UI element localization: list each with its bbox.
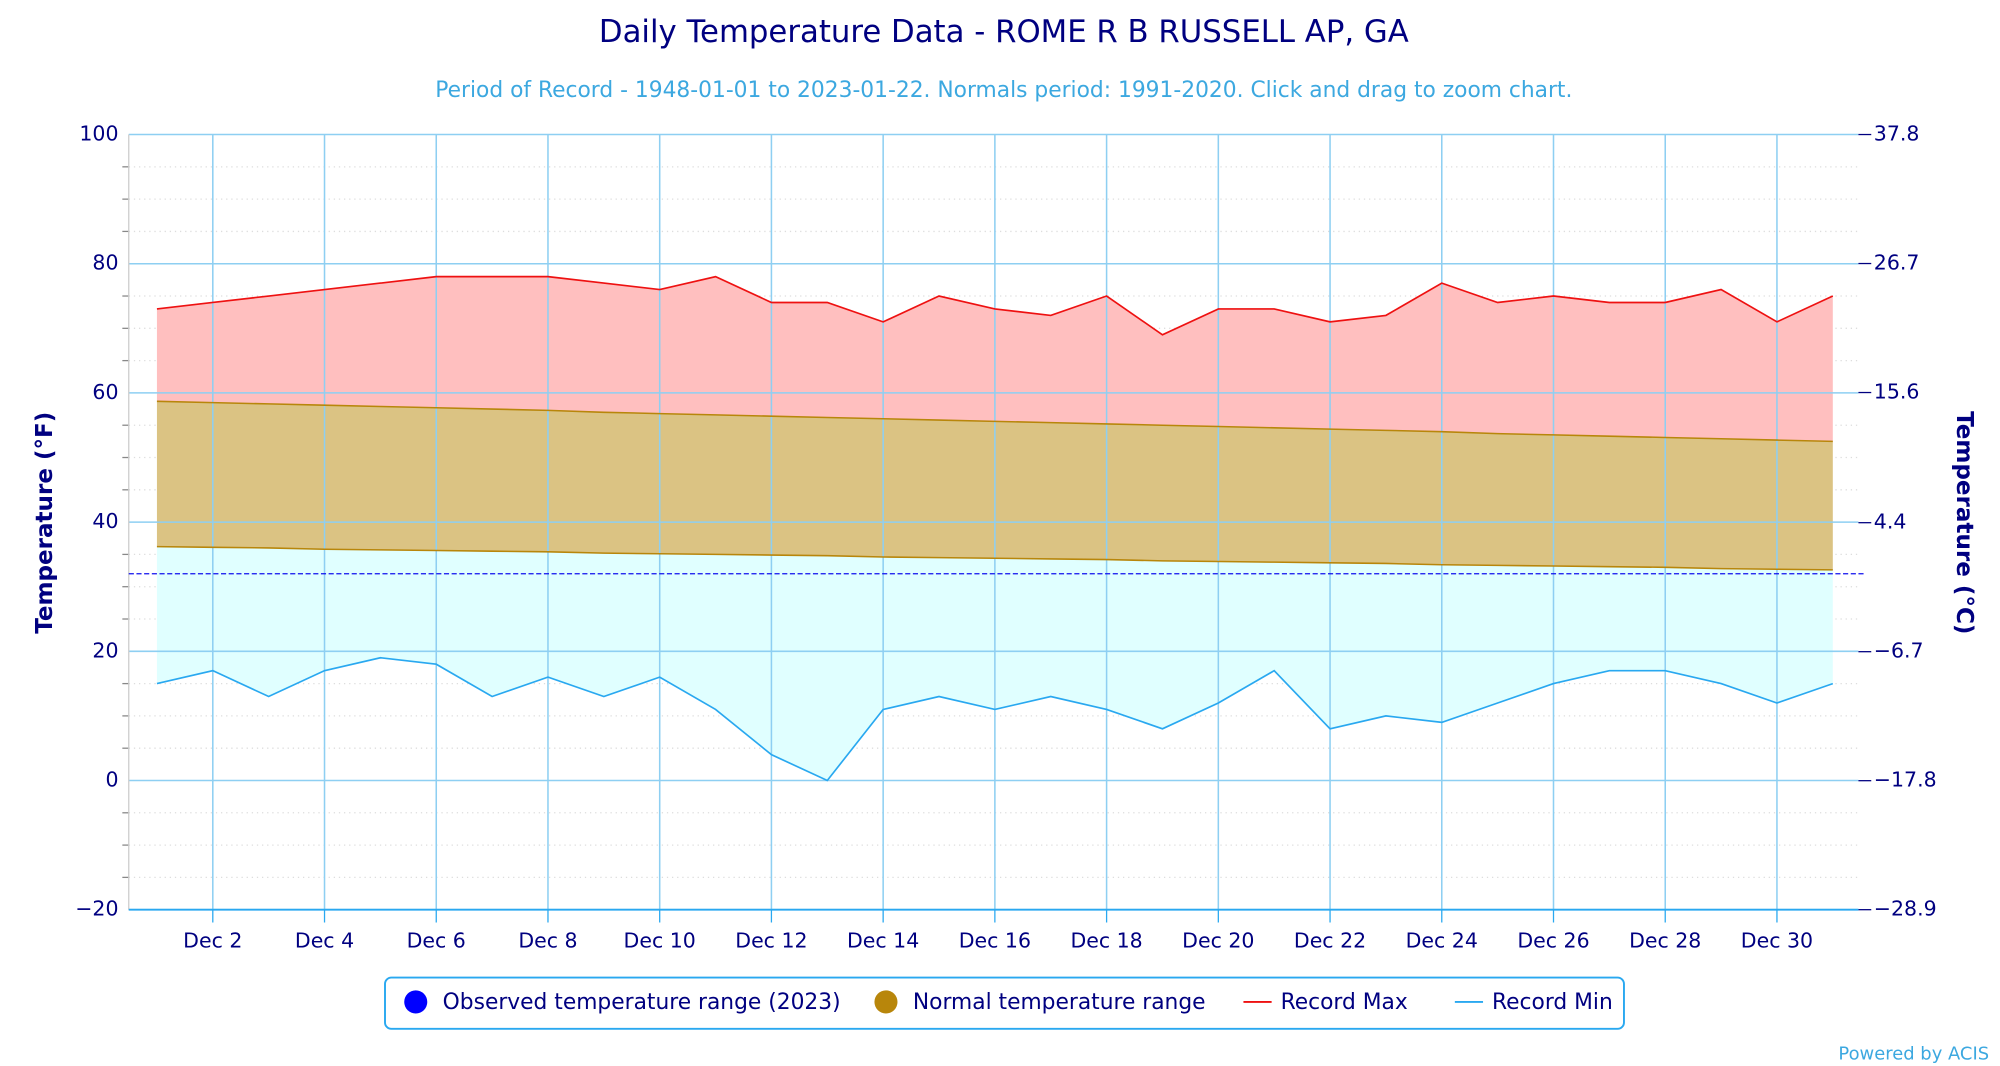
x-tick-label: Dec 14 — [847, 929, 919, 953]
x-tick-label: Dec 30 — [1741, 929, 1813, 953]
y2-tick-label: −17.8 — [1874, 768, 1937, 792]
x-tick-label: Dec 18 — [1070, 929, 1142, 953]
y-tick-label: 40 — [92, 509, 118, 533]
x-tick-label: Dec 6 — [407, 929, 466, 953]
legend-box — [384, 976, 1625, 1030]
y-tick-label: 20 — [92, 638, 118, 662]
x-tick-label: Dec 24 — [1406, 929, 1478, 953]
chart-subtitle: Period of Record - 1948-01-01 to 2023-01… — [435, 78, 1572, 103]
x-tick-label: Dec 12 — [735, 929, 807, 953]
legend-label: Record Max — [1281, 990, 1408, 1015]
legend-symbol — [404, 990, 428, 1014]
record-min-line — [156, 656, 1834, 782]
legend-label: Normal temperature range — [913, 990, 1206, 1015]
x-tick-label: Dec 10 — [624, 929, 696, 953]
normal-min-line — [156, 545, 1833, 571]
y-tick-label: 60 — [92, 380, 118, 404]
x-tick-label: Dec 26 — [1517, 929, 1589, 953]
y-tick-label: 0 — [105, 767, 118, 791]
y-tick-label: 80 — [92, 251, 118, 275]
x-tick-label: Dec 2 — [183, 929, 242, 953]
legend-label: Record Min — [1492, 990, 1613, 1015]
y2-tick-label: −28.9 — [1874, 897, 1937, 921]
chart-title: Daily Temperature Data - ROME R B RUSSEL… — [599, 14, 1409, 50]
y2-axis-title: Temperature (°C) — [1951, 411, 1977, 634]
y-tick-label: 100 — [79, 122, 118, 146]
x-tick-label: Dec 20 — [1182, 929, 1254, 953]
record-max-line — [156, 275, 1834, 336]
y2-tick-label: 37.8 — [1874, 122, 1920, 146]
y2-tick-label: 15.6 — [1874, 380, 1920, 404]
x-tick-label: Dec 28 — [1629, 929, 1701, 953]
y2-tick-label: −6.7 — [1874, 639, 1924, 663]
x-tick-label: Dec 4 — [295, 929, 354, 953]
y2-tick-label: 4.4 — [1874, 510, 1907, 534]
y-axis-title: Temperature (°F) — [32, 412, 58, 634]
legend-symbol — [874, 990, 898, 1014]
normal-max-line — [156, 400, 1833, 443]
y2-tick-label: 26.7 — [1874, 251, 1920, 275]
x-tick-label: Dec 16 — [959, 929, 1031, 953]
legend-label: Observed temperature range (2023) — [443, 990, 841, 1015]
credit[interactable]: Powered by ACIS — [1838, 1043, 1989, 1064]
x-tick-label: Dec 22 — [1294, 929, 1366, 953]
y-tick-label: −20 — [75, 897, 118, 921]
x-tick-label: Dec 8 — [518, 929, 577, 953]
